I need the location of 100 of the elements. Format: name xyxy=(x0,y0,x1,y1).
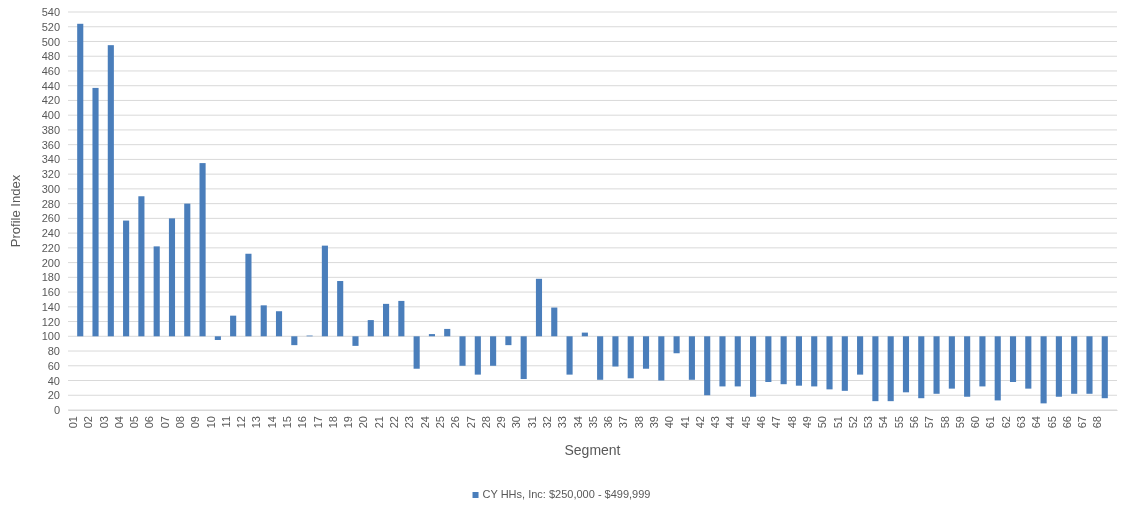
bar xyxy=(260,305,267,337)
bar xyxy=(551,307,558,337)
y-tick-label: 100 xyxy=(41,330,60,343)
x-tick-label: 60 xyxy=(969,416,982,429)
x-tick-label: 63 xyxy=(1015,416,1028,429)
x-tick-label: 14 xyxy=(265,416,278,429)
x-tick-label: 42 xyxy=(693,416,706,429)
bar xyxy=(704,336,711,396)
y-tick-label: 180 xyxy=(41,271,60,284)
bar xyxy=(1040,336,1047,404)
x-tick-label: 59 xyxy=(953,416,966,429)
bar xyxy=(612,336,619,367)
y-tick-label: 440 xyxy=(41,79,60,92)
y-tick-label: 0 xyxy=(53,404,60,417)
y-axis-title: Profile Index xyxy=(8,174,23,248)
bar xyxy=(337,281,344,337)
legend-label: CY HHs, Inc: $250,000 - $499,999 xyxy=(482,488,651,500)
bar xyxy=(734,336,741,387)
y-tick-label: 260 xyxy=(41,212,60,225)
x-tick-label: 55 xyxy=(892,416,905,429)
bar xyxy=(490,336,497,366)
y-tick-label: 280 xyxy=(41,197,60,210)
x-tick-label: 49 xyxy=(800,416,813,429)
y-tick-label: 460 xyxy=(41,64,60,77)
x-tick-label: 04 xyxy=(112,416,125,429)
bar xyxy=(597,336,604,380)
x-tick-label: 33 xyxy=(556,416,569,429)
x-tick-label: 66 xyxy=(1060,416,1073,429)
x-tick-label: 52 xyxy=(846,416,859,429)
x-tick-label: 09 xyxy=(189,416,202,429)
bar xyxy=(811,336,818,387)
bar xyxy=(1101,336,1108,399)
bar xyxy=(887,336,894,402)
x-tick-label: 25 xyxy=(433,416,446,429)
x-tick-label: 47 xyxy=(770,416,783,429)
x-tick-label: 32 xyxy=(540,416,553,429)
x-tick-label: 65 xyxy=(1045,416,1058,429)
x-tick-label: 07 xyxy=(158,416,171,429)
x-tick-label: 34 xyxy=(571,416,584,429)
bar xyxy=(245,253,252,337)
x-tick-label: 20 xyxy=(357,416,370,429)
x-tick-label: 12 xyxy=(235,416,248,429)
y-tick-label: 140 xyxy=(41,300,60,313)
bar xyxy=(352,336,359,346)
bar xyxy=(230,315,237,337)
y-tick-label: 160 xyxy=(41,286,60,299)
x-tick-label: 37 xyxy=(617,416,630,429)
x-tick-label: 23 xyxy=(403,416,416,429)
y-tick-label: 320 xyxy=(41,168,60,181)
x-tick-label: 68 xyxy=(1091,416,1104,429)
x-tick-label: 50 xyxy=(816,416,829,429)
x-tick-label: 31 xyxy=(525,416,538,429)
bar xyxy=(902,336,910,393)
bar xyxy=(291,336,298,346)
x-tick-label: 27 xyxy=(464,416,477,429)
bar xyxy=(642,336,650,369)
y-tick-label: 520 xyxy=(41,20,60,33)
x-tick-label: 02 xyxy=(82,416,95,429)
x-tick-label: 17 xyxy=(311,416,324,429)
x-tick-label: 18 xyxy=(326,416,339,429)
y-tick-label: 540 xyxy=(41,6,60,19)
x-tick-label: 48 xyxy=(785,416,798,429)
x-tick-label: 57 xyxy=(923,416,936,429)
x-tick-label: 62 xyxy=(999,416,1012,429)
bar xyxy=(107,45,114,337)
bar xyxy=(383,303,390,337)
x-tick-label: 61 xyxy=(984,416,997,429)
bar xyxy=(275,311,283,337)
bar xyxy=(857,336,864,375)
x-tick-label: 44 xyxy=(724,416,737,429)
bar xyxy=(505,336,512,346)
bar xyxy=(918,336,925,399)
x-tick-label: 38 xyxy=(632,416,645,429)
bar xyxy=(780,336,787,385)
bar xyxy=(367,320,374,337)
y-tick-label: 400 xyxy=(41,109,60,122)
y-tick-label: 380 xyxy=(41,123,60,136)
bar xyxy=(1071,336,1078,394)
bar xyxy=(535,278,543,337)
bar xyxy=(77,23,84,337)
x-tick-label: 29 xyxy=(495,416,508,429)
bar xyxy=(153,246,160,337)
bar xyxy=(199,163,206,337)
bar xyxy=(168,218,176,337)
bar xyxy=(398,300,405,337)
bar xyxy=(138,196,145,337)
bar xyxy=(933,336,940,394)
y-tick-label: 220 xyxy=(41,241,60,254)
bar xyxy=(688,336,695,380)
x-tick-label: 36 xyxy=(602,416,615,429)
x-tick-label: 41 xyxy=(678,416,691,429)
y-tick-label: 340 xyxy=(41,153,60,166)
y-tick-label: 20 xyxy=(47,389,60,402)
y-tick-label: 120 xyxy=(41,315,60,328)
bar xyxy=(1009,336,1017,382)
bar xyxy=(474,336,481,375)
bar xyxy=(413,336,420,369)
x-tick-label: 05 xyxy=(128,416,141,429)
bar xyxy=(765,336,772,382)
x-tick-label: 53 xyxy=(862,416,875,429)
